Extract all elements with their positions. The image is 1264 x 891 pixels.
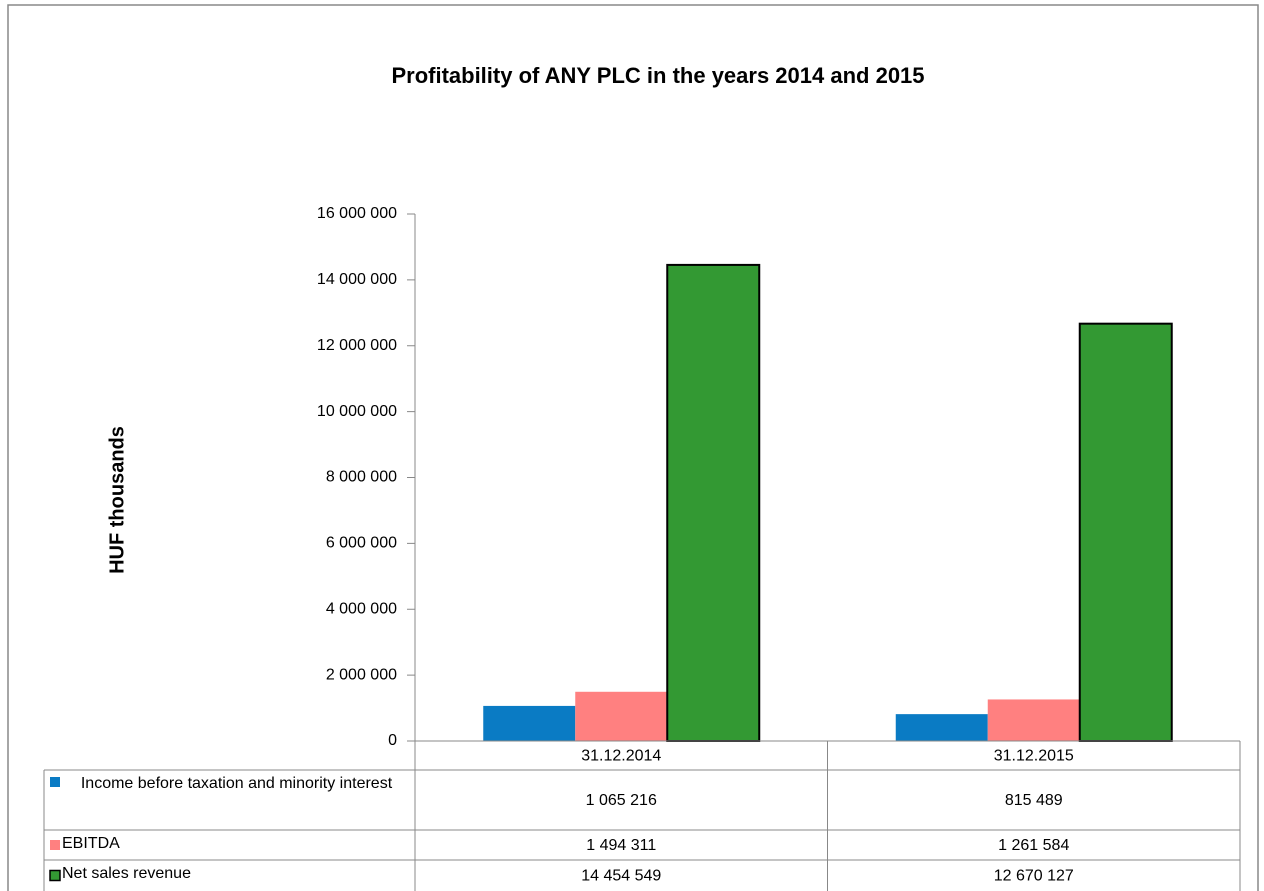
bar: [987, 699, 1080, 741]
legend-entry: EBITDA: [62, 835, 120, 852]
bar: [666, 263, 761, 742]
y-tick-label: 4 000 000: [326, 600, 397, 617]
legend-key: [49, 869, 61, 882]
y-tick-label: 8 000 000: [326, 469, 397, 486]
table-value: 12 670 127: [994, 868, 1074, 885]
bar: [1078, 322, 1173, 742]
x-tick-label: 31.12.2014: [581, 748, 661, 765]
table-value: 815 489: [1005, 792, 1063, 809]
bar: [575, 691, 668, 741]
y-tick-label: 16 000 000: [317, 205, 397, 222]
y-tick-label: 10 000 000: [317, 403, 397, 420]
y-axis-label: HUF thousands: [106, 426, 128, 574]
y-tick-label: 12 000 000: [317, 337, 397, 354]
table-value: 1 065 216: [586, 792, 657, 809]
legend-key: [50, 840, 60, 850]
bar: [895, 714, 988, 741]
y-tick-label: 14 000 000: [317, 271, 397, 288]
table-value: 1 261 584: [998, 837, 1069, 854]
chart-frame: [7, 4, 1259, 891]
legend-entry-box: EBITDA: [62, 835, 120, 852]
y-tick-label: 6 000 000: [326, 535, 397, 552]
y-tick-label: 2 000 000: [326, 666, 397, 683]
legend-entry: Net sales revenue: [62, 865, 191, 882]
legend-entry-box: Income before taxation and minority inte…: [80, 775, 393, 792]
x-tick-label: 31.12.2015: [994, 748, 1074, 765]
legend-entry: Income before taxation and minority inte…: [80, 775, 393, 792]
bar: [483, 705, 576, 741]
chart-title: Profitability of ANY PLC in the years 20…: [391, 63, 924, 88]
legend-key: [50, 777, 60, 787]
y-tick-label: 0: [388, 732, 397, 749]
legend-entry-box: Net sales revenue: [62, 865, 191, 882]
table-value: 1 494 311: [586, 837, 656, 854]
table-value: 14 454 549: [581, 868, 661, 885]
